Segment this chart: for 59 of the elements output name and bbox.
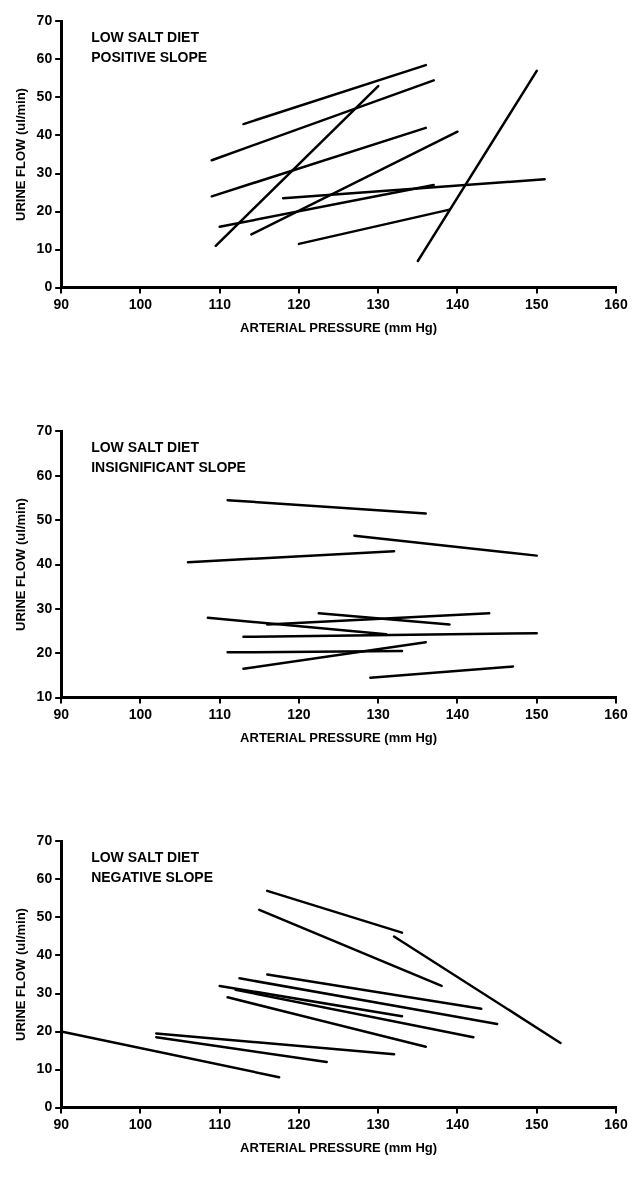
x-tick-label: 100 (128, 1115, 153, 1132)
x-tick-label: 160 (604, 705, 628, 722)
y-tick-label: 10 (36, 1060, 53, 1077)
y-tick-label: 60 (36, 870, 53, 887)
y-tick-label: 60 (36, 50, 53, 67)
x-tick-label: 150 (525, 705, 549, 722)
x-tick-label: 90 (53, 295, 70, 312)
text: LOW SALT DIET (91, 439, 200, 456)
x-tick-label: 100 (128, 705, 153, 722)
x-tick-label: 150 (525, 295, 549, 312)
text: LOW SALT DIET (91, 29, 200, 46)
x-tick-label: 130 (366, 705, 391, 722)
y-tick-label: 20 (36, 644, 53, 661)
x-tick-label: 160 (604, 1115, 628, 1132)
y-tick-label: 50 (36, 908, 53, 925)
x-tick-label: 150 (525, 1115, 549, 1132)
y-tick-label: 40 (36, 126, 53, 143)
text: POSITIVE SLOPE (91, 49, 208, 66)
y-axis-title: URINE FLOW (ul/min) (13, 908, 29, 1041)
x-tick-label: 100 (128, 295, 153, 312)
x-tick-label: 120 (287, 1115, 311, 1132)
text: NEGATIVE SLOPE (91, 869, 214, 886)
text: LOW SALT DIET (91, 849, 200, 866)
y-tick-label: 10 (36, 240, 53, 257)
y-tick-label: 20 (36, 1022, 53, 1039)
x-tick-label: 130 (366, 1115, 391, 1132)
y-tick-label: 40 (36, 946, 53, 963)
y-axis-title: URINE FLOW (ul/min) (13, 88, 29, 221)
y-tick-label: 30 (36, 164, 53, 181)
y-tick-label: 60 (36, 466, 53, 483)
y-tick-label: 70 (36, 12, 53, 29)
x-tick-label: 110 (208, 705, 232, 722)
x-tick-label: 120 (287, 295, 311, 312)
y-tick-label: 40 (36, 555, 53, 572)
x-tick-label: 140 (445, 1115, 470, 1132)
x-tick-label: 140 (445, 295, 470, 312)
x-tick-label: 160 (604, 295, 628, 312)
y-tick-label: 30 (36, 984, 53, 1001)
x-axis-title: ARTERIAL PRESSURE (mm Hg) (240, 729, 438, 745)
x-axis-title: ARTERIAL PRESSURE (mm Hg) (240, 1139, 438, 1155)
text: INSIGNIFICANT SLOPE (91, 459, 246, 476)
y-axis-title: URINE FLOW (ul/min) (13, 498, 29, 631)
x-tick-label: 140 (445, 705, 470, 722)
x-tick-label: 130 (366, 295, 391, 312)
x-tick-label: 90 (53, 1115, 70, 1132)
y-tick-label: 0 (44, 278, 53, 295)
y-tick-label: 70 (36, 832, 53, 849)
x-tick-label: 120 (287, 705, 311, 722)
y-tick-label: 0 (44, 1098, 53, 1115)
y-tick-label: 30 (36, 599, 53, 616)
y-tick-label: 50 (36, 510, 53, 527)
y-tick-label: 50 (36, 88, 53, 105)
y-tick-label: 70 (36, 422, 53, 439)
x-tick-label: 110 (208, 295, 232, 312)
y-tick-label: 20 (36, 202, 53, 219)
x-tick-label: 90 (53, 705, 70, 722)
x-tick-label: 110 (208, 1115, 232, 1132)
x-axis-title: ARTERIAL PRESSURE (mm Hg) (240, 319, 438, 335)
y-tick-label: 10 (36, 688, 53, 705)
